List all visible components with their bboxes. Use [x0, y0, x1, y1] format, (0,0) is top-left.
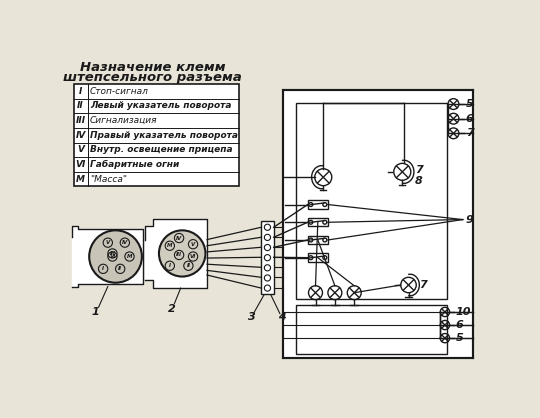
Text: 8: 8 [415, 176, 422, 186]
Text: VI: VI [109, 254, 116, 259]
Text: 7: 7 [420, 280, 427, 290]
Text: III: III [76, 116, 86, 125]
Text: 5: 5 [456, 333, 463, 343]
Text: Сигнализация: Сигнализация [90, 116, 158, 125]
Text: V: V [77, 145, 84, 154]
Circle shape [159, 230, 205, 277]
Text: 3: 3 [248, 312, 256, 322]
Text: 10: 10 [456, 307, 471, 317]
Text: М: М [127, 254, 132, 259]
Text: III: III [176, 252, 182, 257]
Text: 9: 9 [466, 214, 474, 224]
Bar [296, 305, 447, 354]
Text: Левый указатель поворота: Левый указатель поворота [90, 102, 232, 110]
Text: V: V [191, 242, 195, 247]
Text: Внутр. освещение прицепа: Внутр. освещение прицепа [90, 145, 233, 154]
Bar [73, 84, 239, 186]
Text: "Масса": "Масса" [90, 175, 127, 184]
Text: VI: VI [190, 254, 196, 259]
Text: I: I [102, 266, 104, 271]
Bar [283, 90, 473, 358]
Bar [308, 253, 328, 262]
Text: I: I [169, 263, 171, 268]
Text: 7: 7 [466, 128, 474, 138]
Text: IV: IV [76, 131, 86, 140]
Text: II: II [186, 263, 191, 268]
Text: 6: 6 [456, 320, 463, 330]
Text: 4: 4 [278, 312, 285, 322]
Text: IV: IV [176, 235, 182, 240]
Text: 7: 7 [415, 165, 422, 175]
Bar [308, 200, 328, 209]
Text: IV: IV [122, 240, 128, 245]
Text: штепсельного разъема: штепсельного разъема [63, 71, 242, 84]
Bar [296, 102, 447, 299]
Bar [261, 221, 274, 294]
Circle shape [89, 230, 142, 283]
Text: 1: 1 [91, 307, 99, 317]
Bar [308, 236, 328, 244]
Text: Стоп-сигнал: Стоп-сигнал [90, 87, 149, 96]
Text: М: М [167, 243, 173, 248]
Bar [308, 218, 328, 227]
Text: I: I [79, 87, 83, 96]
Polygon shape [145, 219, 207, 288]
Text: 5: 5 [466, 99, 474, 109]
Text: 6: 6 [466, 114, 474, 124]
Text: II: II [118, 266, 122, 271]
Polygon shape [72, 227, 144, 287]
Text: II: II [77, 102, 84, 110]
Text: Назначение клемм: Назначение клемм [80, 61, 226, 74]
Text: Правый указатель поворота: Правый указатель поворота [90, 131, 238, 140]
Text: 2: 2 [167, 304, 175, 314]
Text: V: V [106, 240, 110, 245]
Text: М: М [76, 175, 85, 184]
Text: Габаритные огни: Габаритные огни [90, 160, 179, 169]
Text: III: III [110, 251, 116, 256]
Text: VI: VI [76, 160, 86, 169]
